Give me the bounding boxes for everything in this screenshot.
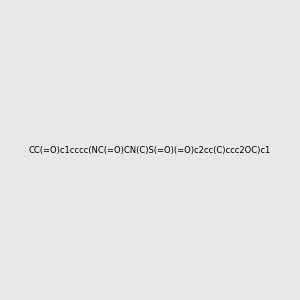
Text: CC(=O)c1cccc(NC(=O)CN(C)S(=O)(=O)c2cc(C)ccc2OC)c1: CC(=O)c1cccc(NC(=O)CN(C)S(=O)(=O)c2cc(C)… [29,146,271,154]
